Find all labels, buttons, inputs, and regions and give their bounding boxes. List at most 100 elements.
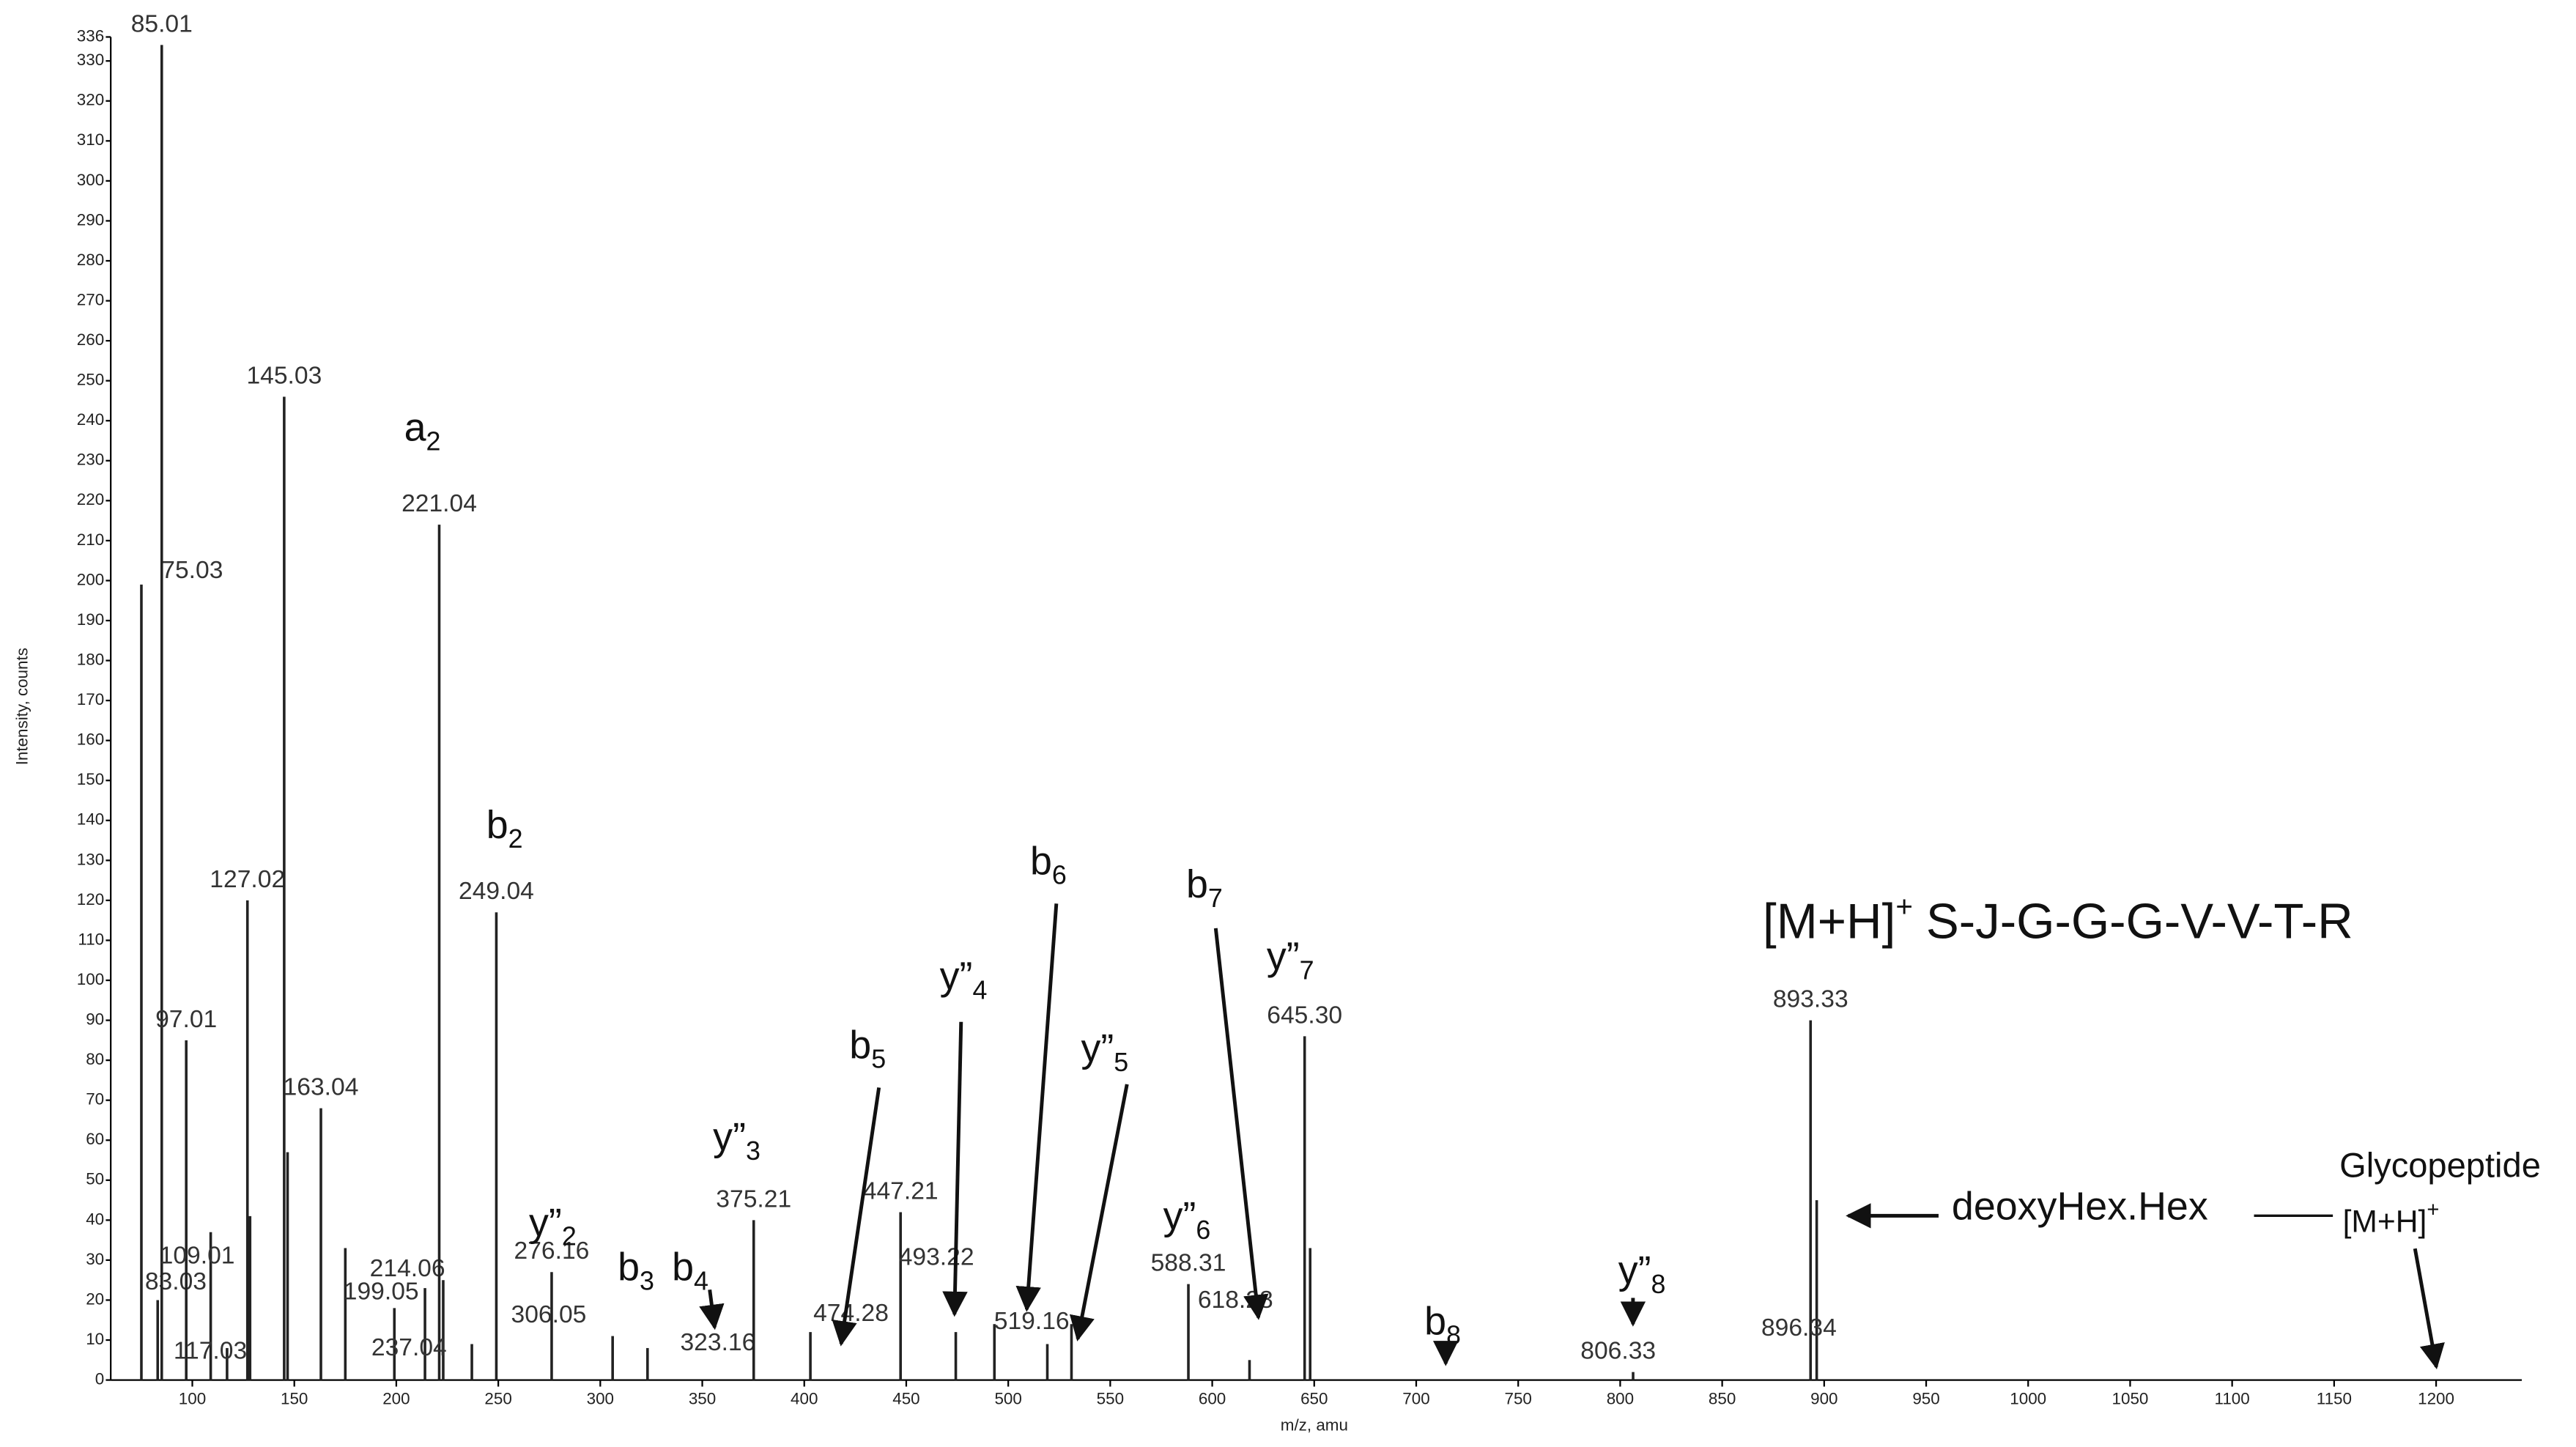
ion-name: b [618, 1246, 640, 1289]
y-tick-label: 280 [77, 251, 104, 269]
ion-name: b [1186, 862, 1208, 906]
ion-charge: + [1895, 889, 1913, 923]
y-tick-label: 250 [77, 371, 104, 389]
y-tick-label: 30 [86, 1250, 104, 1268]
peak-label: 83.03 [145, 1268, 207, 1295]
x-axis-title: m/z, amu [1281, 1415, 1348, 1434]
sequence-title: [M+H]+ S-J-G-G-G-V-V-T-R [1763, 889, 2353, 950]
y-tick-label: 320 [77, 91, 104, 109]
ion-index: 8 [1446, 1321, 1461, 1350]
precursor-label: Glycopeptide [2339, 1146, 2541, 1185]
ion-label: y”4 [940, 955, 988, 1005]
ion-index: 4 [972, 976, 987, 1005]
y-tick-label: 270 [77, 290, 104, 308]
ion-index: 8 [1651, 1270, 1666, 1299]
ion-label: b3 [618, 1246, 654, 1296]
ion-label: y”7 [1267, 935, 1314, 985]
y-tick-label: 290 [77, 210, 104, 229]
peak-label: 588.31 [1151, 1250, 1226, 1277]
arrow [1015, 903, 1059, 1312]
x-tick-label: 150 [281, 1389, 308, 1407]
ion-index: 7 [1300, 956, 1314, 985]
peak-label: 306.05 [511, 1301, 587, 1328]
y-tick-label: 190 [77, 610, 104, 629]
x-tick-label: 300 [587, 1389, 614, 1407]
x-tick-label: 1150 [2317, 1389, 2352, 1407]
ion-index: 2 [562, 1222, 577, 1251]
peak-label: 214.06 [370, 1255, 445, 1282]
ion-index: 3 [746, 1137, 760, 1166]
ion-name: y” [1618, 1248, 1651, 1292]
x-tick-label: 1000 [2010, 1389, 2046, 1407]
peak-label: 237.04 [371, 1334, 447, 1361]
y-tick-label: 130 [77, 850, 104, 868]
x-tick-label: 250 [484, 1389, 511, 1407]
x-tick-label: 950 [1912, 1389, 1939, 1407]
peak-label: 163.04 [284, 1074, 359, 1101]
y-tick-label: 240 [77, 410, 104, 429]
ion-label: b2 [486, 803, 523, 854]
arrow [699, 1289, 725, 1331]
arrow [1213, 928, 1269, 1320]
y-tick-label: 210 [77, 530, 104, 549]
peak-label: 806.33 [1580, 1337, 1656, 1364]
x-tick-label: 1100 [2215, 1389, 2250, 1407]
ion-label: y”5 [1081, 1026, 1128, 1077]
x-tick-label: 650 [1300, 1389, 1328, 1407]
peak-label: 199.05 [344, 1278, 419, 1306]
ion-label: b8 [1424, 1300, 1461, 1350]
peak-label: 447.21 [863, 1177, 939, 1204]
ion-name: y” [1267, 935, 1300, 979]
ion-label: y”2 [529, 1201, 577, 1251]
y-tick-label: 90 [86, 1010, 104, 1028]
y-tick-label: 0 [95, 1370, 104, 1388]
y-tick-label: 50 [86, 1170, 104, 1188]
ion-index: 5 [871, 1045, 886, 1074]
x-tick-label: 450 [892, 1389, 919, 1407]
ion-index: 5 [1114, 1048, 1128, 1078]
ion-index: 2 [426, 427, 441, 456]
ion-name: y” [713, 1115, 746, 1159]
peak-label: 75.03 [161, 557, 223, 584]
arrow [1069, 1084, 1129, 1341]
ion-name: b [1424, 1300, 1446, 1344]
x-tick-label: 750 [1505, 1389, 1532, 1407]
ion-index: 7 [1208, 884, 1223, 913]
x-tick-label: 700 [1402, 1389, 1429, 1407]
y-tick-label: 100 [77, 970, 104, 988]
y-tick-label: 70 [86, 1090, 104, 1109]
y-tick-label: 220 [77, 490, 104, 508]
y-tick-label: 230 [77, 451, 104, 469]
peak-label: 145.03 [246, 362, 322, 389]
ion-label: b5 [849, 1024, 886, 1074]
peak-label: 519.16 [994, 1308, 1070, 1335]
ion-name: b [672, 1246, 694, 1289]
ion-label: y”6 [1163, 1194, 1211, 1245]
ion-label: b6 [1030, 840, 1067, 890]
arrow [2413, 1248, 2445, 1370]
ion-name: b [1030, 840, 1052, 884]
precursor-ion: [M+H]+ [2343, 1198, 2440, 1239]
ion-label: b4 [672, 1246, 708, 1296]
peak-label: 97.01 [155, 1006, 217, 1033]
x-tick-label: 500 [994, 1389, 1021, 1407]
y-tick-label: 160 [77, 730, 104, 749]
ion-label: y”8 [1618, 1248, 1666, 1299]
peak-label: 474.28 [813, 1300, 889, 1327]
ion-index: 6 [1052, 861, 1067, 890]
peak-label: 618.28 [1198, 1287, 1273, 1314]
y-tick-label: 20 [86, 1289, 104, 1308]
x-tick-label: 850 [1709, 1389, 1736, 1407]
peak-label: 221.04 [401, 490, 477, 517]
y-tick-label: 40 [86, 1210, 104, 1228]
x-tick-label: 400 [791, 1389, 818, 1407]
x-tick-label: 800 [1607, 1389, 1634, 1407]
x-tick-label: 200 [382, 1389, 410, 1407]
x-tick-label: 1200 [2418, 1389, 2454, 1407]
y-tick-label: 140 [77, 810, 104, 829]
y-tick-label: 180 [77, 650, 104, 668]
peak-label: 276.16 [514, 1237, 590, 1265]
y-tick-label: 10 [86, 1330, 104, 1348]
ion-type: [M+H] [1763, 894, 1895, 949]
